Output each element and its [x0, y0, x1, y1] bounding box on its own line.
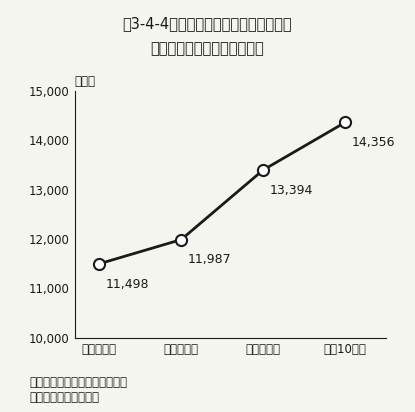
Text: 14,356: 14,356 [352, 136, 395, 149]
Text: 海外派遣数の推移（延人数）: 海外派遣数の推移（延人数） [151, 41, 264, 56]
Text: 資料：文部科学省調べ: 資料：文部科学省調べ [29, 391, 99, 404]
Text: 11,498: 11,498 [106, 278, 149, 290]
Text: 13,394: 13,394 [270, 184, 313, 197]
Text: 11,987: 11,987 [188, 253, 231, 267]
Text: 第3-4-4図　国立大学における研究者の: 第3-4-4図 国立大学における研究者の [123, 16, 292, 31]
Text: 注）一部暦年での集計を含む。: 注）一部暦年での集計を含む。 [29, 376, 127, 389]
Text: （人）: （人） [75, 75, 96, 88]
